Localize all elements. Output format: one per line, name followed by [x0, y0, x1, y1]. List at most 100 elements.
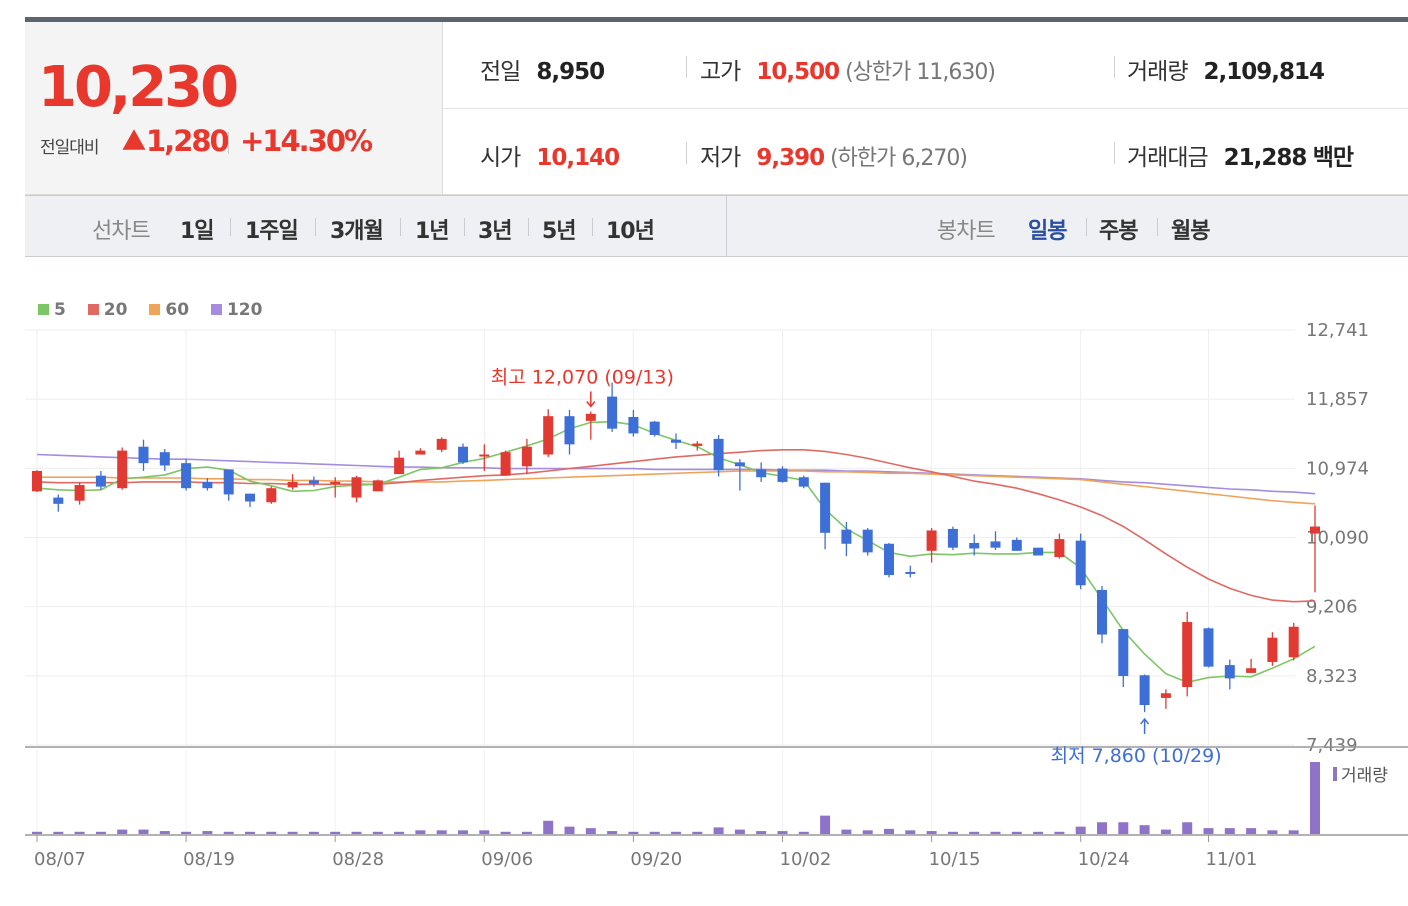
amount-unit: 백만	[1312, 145, 1354, 171]
volume-bar	[1011, 831, 1022, 834]
y-tick-label: 11,857	[1306, 389, 1369, 410]
candle-body	[905, 571, 916, 574]
candle-body	[372, 480, 383, 492]
tab-1-year[interactable]: 1년	[415, 219, 450, 244]
volume-bar	[1310, 762, 1320, 834]
stat-amount: 거래대금 21,288 백만	[1127, 138, 1354, 172]
stat-low: 저가 9,390 (하한가 6,270)	[700, 138, 968, 172]
candle-body	[74, 485, 85, 501]
candle-body	[287, 481, 298, 488]
legend-ma120: 120	[210, 300, 262, 320]
candle-body	[734, 462, 745, 467]
x-tick-label: 10/02	[780, 849, 832, 870]
ma120-line	[36, 453, 1316, 495]
change-value: 1,280	[146, 124, 230, 158]
stat-high: 고가 10,500 (상한가 11,630)	[700, 52, 996, 86]
volume-bar	[74, 831, 85, 834]
volume-bar	[628, 831, 639, 834]
volume-bar	[479, 830, 490, 834]
volume-bar	[990, 831, 1001, 834]
chart-tab-bar	[25, 195, 1408, 257]
volume-bar	[926, 831, 937, 834]
candle-body	[649, 421, 660, 435]
tab-daily-candle[interactable]: 일봉	[1028, 219, 1067, 244]
candle-body	[841, 529, 852, 544]
ma-legend: 5 20 60 120	[38, 300, 278, 320]
candle-body	[479, 454, 490, 457]
stat-value: 9,390	[756, 145, 825, 171]
volume-bar	[138, 829, 149, 834]
tab-1-week[interactable]: 1주일	[245, 219, 299, 244]
legend-label: 5	[54, 300, 66, 320]
tab-3-months[interactable]: 3개월	[330, 219, 384, 244]
volume-bar	[947, 831, 958, 834]
divider	[528, 218, 529, 236]
ma60-line	[37, 470, 1316, 505]
legend-label: 60	[165, 300, 190, 320]
candle-body	[969, 542, 980, 549]
lower-limit: (하한가 6,270)	[830, 146, 968, 171]
candle-body	[1267, 637, 1278, 662]
x-tick-label: 08/07	[34, 849, 86, 870]
volume-bar	[202, 831, 213, 834]
x-tick-label: 10/15	[929, 849, 981, 870]
candle-body	[947, 528, 958, 548]
volume-bar	[1118, 822, 1129, 834]
volume-bar	[734, 829, 745, 834]
candle-body	[159, 452, 170, 466]
tab-10-years[interactable]: 10년	[606, 219, 655, 244]
candle-body	[756, 469, 767, 478]
candle-body	[543, 416, 554, 455]
legend-swatch	[38, 304, 49, 315]
candle-body	[351, 477, 362, 498]
volume-bar	[543, 820, 554, 834]
candle-body	[1097, 589, 1107, 635]
tab-monthly-candle[interactable]: 월봉	[1171, 219, 1210, 244]
candle-body	[692, 443, 703, 446]
volume-bar	[308, 831, 319, 834]
volume-bar	[223, 831, 234, 834]
divider	[443, 108, 1408, 109]
volume-bar	[372, 831, 383, 834]
volume-bar	[287, 831, 298, 834]
volume-bar	[330, 831, 341, 834]
x-tick-label: 11/01	[1206, 849, 1258, 870]
change-label: 전일대비	[40, 138, 100, 158]
volume-bar	[1097, 822, 1107, 834]
candle-body	[777, 468, 788, 482]
candle-body	[436, 438, 447, 450]
tab-3-years[interactable]: 3년	[478, 219, 513, 244]
stat-open: 시가 10,140	[480, 138, 620, 172]
price-box	[25, 22, 443, 195]
current-price: 10,230	[38, 55, 239, 120]
volume-bar	[458, 830, 468, 834]
y-tick-label: 10,974	[1306, 458, 1369, 479]
candle-body	[1054, 539, 1065, 558]
stat-value: 10,140	[536, 145, 620, 171]
volume-bar	[820, 815, 831, 834]
candle-chart-label: 봉차트	[937, 219, 996, 244]
candle-body	[1075, 540, 1086, 586]
low-annotation: 최저 7,860 (10/29)	[1051, 745, 1222, 767]
candle-body	[607, 396, 618, 429]
tab-weekly-candle[interactable]: 주봉	[1099, 219, 1138, 244]
candle-body	[53, 497, 64, 504]
volume-bar	[1288, 830, 1299, 834]
candle-body	[1182, 622, 1193, 688]
candle-body	[223, 469, 234, 495]
candle-body	[1246, 668, 1257, 673]
x-tick-label: 10/24	[1078, 849, 1130, 870]
stats-grid	[443, 22, 1408, 195]
x-tick-label: 08/28	[332, 849, 384, 870]
volume-bar	[649, 831, 660, 834]
volume-bar	[1246, 828, 1257, 834]
divider	[1086, 218, 1087, 236]
volume-bar	[969, 831, 980, 834]
candle-body	[926, 530, 937, 551]
legend-swatch	[149, 304, 161, 315]
candle-body	[1203, 628, 1214, 667]
tab-1-day[interactable]: 1일	[180, 219, 215, 244]
tab-5-years[interactable]: 5년	[542, 219, 577, 244]
divider	[228, 132, 229, 154]
stat-value: 8,950	[536, 59, 605, 85]
